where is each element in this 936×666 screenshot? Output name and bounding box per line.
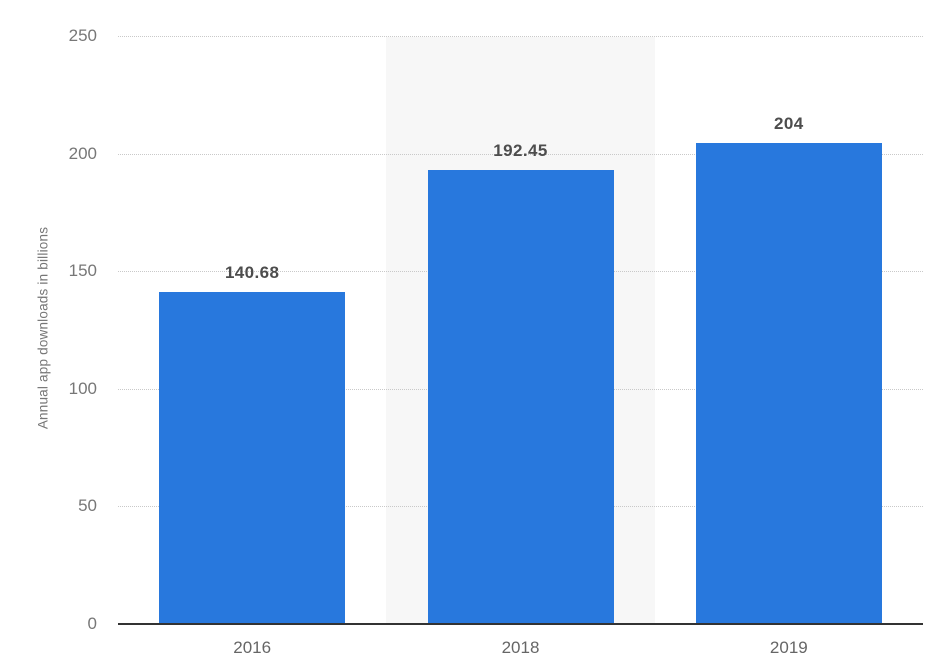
gridline bbox=[118, 153, 923, 155]
y-tick-label: 200 bbox=[68, 143, 97, 163]
y-tick-label: 50 bbox=[78, 496, 97, 516]
y-tick-label: 150 bbox=[68, 261, 97, 281]
plot-area: 140.68 192.45 204 bbox=[118, 36, 923, 624]
x-tick-label: 2019 bbox=[769, 638, 808, 657]
x-tick-label: 2018 bbox=[501, 638, 540, 657]
x-axis-line bbox=[118, 623, 923, 625]
bar-2016[interactable] bbox=[159, 292, 346, 623]
bar-2019[interactable] bbox=[695, 143, 882, 623]
bar-value-label: 204 bbox=[774, 114, 804, 133]
bar-value-label: 140.68 bbox=[224, 263, 280, 282]
gridline bbox=[118, 36, 923, 37]
y-tick-label: 0 bbox=[87, 614, 97, 633]
y-tick-label: 250 bbox=[68, 26, 97, 45]
bar-2018[interactable] bbox=[427, 170, 614, 623]
y-tick-label: 100 bbox=[68, 378, 97, 398]
x-tick-label: 2016 bbox=[233, 638, 272, 657]
bar-value-label: 192.45 bbox=[493, 141, 548, 160]
y-axis-title: Annual app downloads in billions bbox=[35, 226, 51, 430]
